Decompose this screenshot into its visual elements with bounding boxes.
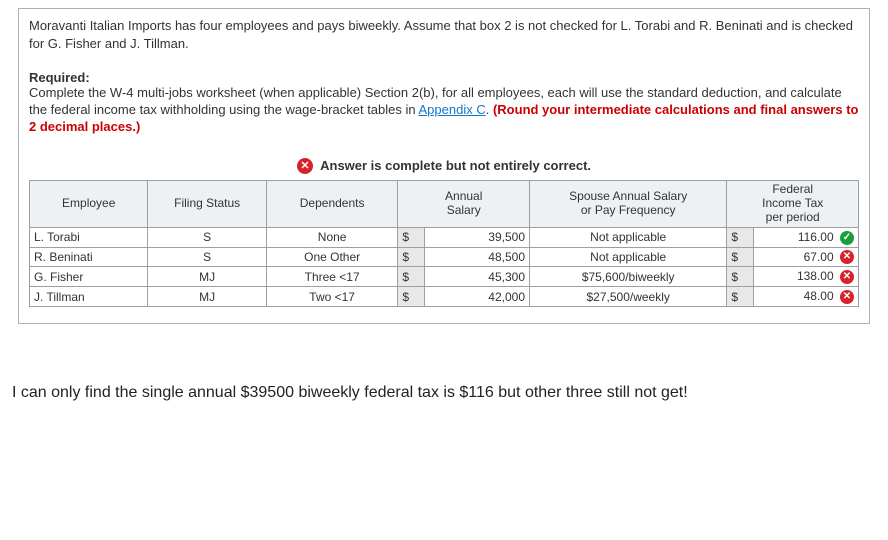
check-icon: ✓ (840, 231, 854, 245)
cell-employee: G. Fisher (30, 267, 148, 287)
required-label: Required: (29, 70, 90, 85)
cell-filing: MJ (148, 267, 266, 287)
cell-salary: 42,000 (424, 287, 529, 307)
cell-dependents: Two <17 (266, 287, 398, 307)
cell-currency-salary: $ (398, 267, 424, 287)
cell-currency-salary: $ (398, 247, 424, 267)
cell-spouse: $27,500/weekly (530, 287, 727, 307)
status-x-icon: ✕ (297, 158, 313, 174)
required-block: Required: Complete the W-4 multi-jobs wo… (29, 70, 859, 136)
table-row: R. BeninatiSOne Other$48,500Not applicab… (30, 247, 859, 267)
cell-employee: J. Tillman (30, 287, 148, 307)
cell-tax: 138.00 ✕ (753, 267, 858, 287)
cell-dependents: Three <17 (266, 267, 398, 287)
table-row: J. TillmanMJTwo <17$42,000$27,500/weekly… (30, 287, 859, 307)
x-icon: ✕ (840, 270, 854, 284)
th-filing: Filing Status (148, 181, 266, 227)
cell-employee: L. Torabi (30, 227, 148, 247)
cell-dependents: One Other (266, 247, 398, 267)
x-icon: ✕ (840, 290, 854, 304)
th-salary: Annual Salary (398, 181, 530, 227)
cell-spouse: $75,600/biweekly (530, 267, 727, 287)
cell-currency-tax: $ (727, 247, 753, 267)
cell-spouse: Not applicable (530, 227, 727, 247)
required-post: . (486, 102, 493, 117)
cell-currency-tax: $ (727, 287, 753, 307)
cell-salary: 45,300 (424, 267, 529, 287)
table-row: G. FisherMJThree <17$45,300$75,600/biwee… (30, 267, 859, 287)
x-icon: ✕ (840, 250, 854, 264)
table-row: L. TorabiSNone$39,500Not applicable$116.… (30, 227, 859, 247)
cell-dependents: None (266, 227, 398, 247)
status-text: Answer is complete but not entirely corr… (320, 158, 591, 173)
cell-salary: 39,500 (424, 227, 529, 247)
cell-filing: S (148, 247, 266, 267)
cell-employee: R. Beninati (30, 247, 148, 267)
cell-spouse: Not applicable (530, 247, 727, 267)
required-text: Complete the W-4 multi-jobs worksheet (w… (29, 85, 858, 134)
cell-tax: 67.00 ✕ (753, 247, 858, 267)
th-federal: Federal Income Tax per period (727, 181, 859, 227)
user-comment: I can only find the single annual $39500… (12, 384, 876, 402)
payroll-table: Employee Filing Status Dependents Annual… (29, 180, 859, 307)
cell-currency-salary: $ (398, 227, 424, 247)
cell-salary: 48,500 (424, 247, 529, 267)
answer-status: ✕ Answer is complete but not entirely co… (29, 158, 859, 175)
cell-filing: MJ (148, 287, 266, 307)
problem-container: Moravanti Italian Imports has four emplo… (18, 8, 870, 324)
appendix-link[interactable]: Appendix C (419, 102, 486, 117)
th-spouse: Spouse Annual Salary or Pay Frequency (530, 181, 727, 227)
cell-currency-tax: $ (727, 227, 753, 247)
cell-currency-salary: $ (398, 287, 424, 307)
intro-text: Moravanti Italian Imports has four emplo… (29, 17, 859, 52)
th-employee: Employee (30, 181, 148, 227)
table-body: L. TorabiSNone$39,500Not applicable$116.… (30, 227, 859, 306)
cell-currency-tax: $ (727, 267, 753, 287)
cell-tax: 116.00 ✓ (753, 227, 858, 247)
th-dependents: Dependents (266, 181, 398, 227)
cell-filing: S (148, 227, 266, 247)
table-header-row: Employee Filing Status Dependents Annual… (30, 181, 859, 227)
cell-tax: 48.00 ✕ (753, 287, 858, 307)
